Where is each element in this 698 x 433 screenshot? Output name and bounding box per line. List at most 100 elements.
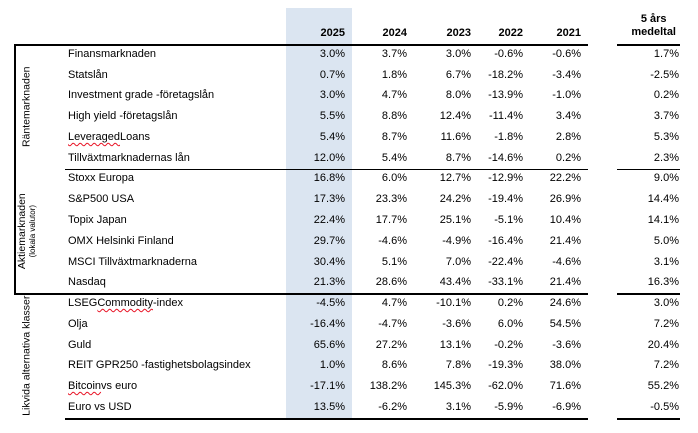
row-label: Olja	[68, 317, 88, 330]
cell-2023: 8.7%	[445, 151, 471, 164]
cell-2022: -1.8%	[494, 130, 523, 143]
cell-avg: 3.1%	[653, 255, 679, 268]
cell-2022: -18.2%	[488, 68, 523, 81]
row-label: Euro vs USD	[68, 400, 132, 413]
cell-2022: -0.2%	[494, 338, 523, 351]
cell-2022: -12.9%	[488, 172, 523, 185]
left-vertical-rule	[14, 44, 16, 295]
group1-rule-main	[65, 168, 588, 171]
cell-2024: 27.2%	[375, 338, 407, 351]
cell-2025: 12.0%	[313, 151, 345, 164]
cell-avg: 14.4%	[647, 193, 679, 206]
label-col-spacer	[40, 0, 286, 44]
cell-2024: 23.3%	[375, 193, 407, 206]
cell-2021: 3.4%	[555, 110, 581, 123]
group-label-main: Aktiemarknaden	[15, 192, 28, 269]
cell-2023: 24.2%	[439, 193, 471, 206]
cell-2023: 13.1%	[439, 338, 471, 351]
group-label-text: Aktiemarknaden (lokala valutor)	[15, 192, 37, 269]
group2-rule-avg	[617, 293, 680, 295]
cell-avg: 14.1%	[647, 214, 679, 226]
row-label: Leveraged Loans	[40, 127, 286, 148]
cell-2024: 5.4%	[381, 151, 407, 164]
cell-2022: -16.4%	[488, 234, 523, 247]
year-header-2023: 2023	[446, 27, 471, 39]
cell-2025: 29.7%	[313, 234, 345, 247]
group-label-text: Räntemarknaden	[20, 66, 33, 147]
row-label: Tillväxtmarknadernas lån	[68, 151, 190, 164]
cell-2024: 3.7%	[381, 47, 407, 60]
returns-table: 2025 2024 2023 2022 2021 5 års medeltal …	[14, 0, 686, 418]
row-label: High yield -företagslån	[68, 110, 178, 123]
cell-2023: 6.7%	[445, 68, 471, 81]
cell-2021: 21.4%	[549, 276, 581, 289]
cell-2021: -3.4%	[552, 68, 581, 81]
cell-avg: 16.3%	[647, 276, 679, 289]
misspelled-word: Leveraged	[68, 130, 120, 143]
cell-2023: 3.1%	[445, 400, 471, 413]
cell-2022: -62.0%	[488, 380, 523, 393]
cell-2024: 4.7%	[381, 297, 407, 310]
corner-spacer	[14, 0, 40, 44]
cell-2025: 1.0%	[319, 359, 345, 372]
cell-2025: 17.3%	[313, 193, 345, 206]
cell-2025: 22.4%	[313, 214, 345, 226]
cell-2021: 21.4%	[549, 234, 581, 247]
cell-2021: -3.6%	[552, 338, 581, 351]
year-header-2022: 2022	[498, 27, 523, 39]
avg-header-line1: 5 års	[640, 13, 667, 26]
cell-2024: -6.2%	[378, 400, 407, 413]
cell-2025: 3.0%	[319, 47, 345, 60]
group2-rule-main	[14, 293, 588, 295]
cell-2021: 26.9%	[549, 193, 581, 206]
group-label-likvida-alternativa: Likvida alternativa klasser	[14, 293, 40, 418]
cell-avg: 7.2%	[653, 317, 679, 330]
cell-2023: -10.1%	[436, 297, 471, 310]
cell-2024: 8.6%	[381, 359, 407, 372]
bottom-rule-main	[65, 418, 588, 420]
cell-2025: 5.5%	[319, 110, 345, 123]
row-label: Stoxx Europa	[68, 172, 135, 185]
cell-2022: -19.3%	[488, 359, 523, 372]
cell-2021: 2.8%	[555, 130, 581, 143]
cell-2021: 10.4%	[549, 214, 581, 226]
cell-avg: 5.0%	[653, 234, 679, 247]
highlight-column-2025	[286, 8, 352, 419]
cell-2024: 4.7%	[381, 89, 407, 102]
row-label: Topix Japan	[68, 214, 127, 226]
cell-2022: -19.4%	[488, 193, 523, 206]
cell-2024: -4.6%	[378, 234, 407, 247]
row-label-rest: Loans	[120, 130, 150, 143]
cell-2024: -4.7%	[378, 317, 407, 330]
cell-2025: -17.1%	[310, 380, 345, 393]
cell-2022: 0.2%	[497, 297, 523, 310]
cell-2021: 24.6%	[549, 297, 581, 310]
group-label-text: Likvida alternativa klasser	[20, 295, 33, 416]
cell-avg: 5.3%	[653, 130, 679, 143]
row-label: S&P500 USA	[68, 193, 135, 206]
group-label-rantemarknaden: Räntemarknaden	[14, 44, 40, 169]
cell-2021: -4.6%	[552, 255, 581, 268]
cell-2022: -0.6%	[494, 47, 523, 60]
cell-2021: -1.0%	[552, 89, 581, 102]
cell-2023: 12.7%	[439, 172, 471, 185]
cell-avg: 0.2%	[653, 89, 679, 102]
cell-avg: 1.7%	[653, 47, 679, 60]
cell-2023: -3.6%	[442, 317, 471, 330]
cell-2024: 17.7%	[375, 214, 407, 226]
cell-2022: 6.0%	[497, 317, 523, 330]
misspelled-word: Bitcoin	[68, 380, 102, 393]
cell-2022: -33.1%	[488, 276, 523, 289]
cell-avg: 55.2%	[647, 380, 679, 393]
cell-2025: -16.4%	[310, 317, 345, 330]
cell-2021: 38.0%	[549, 359, 581, 372]
cell-2021: -0.6%	[552, 47, 581, 60]
cell-2024: 6.0%	[381, 172, 407, 185]
year-header-2025: 2025	[320, 27, 345, 39]
cell-2022: -11.4%	[488, 110, 523, 123]
cell-2024: 8.7%	[381, 130, 407, 143]
bottom-rule-avg	[617, 418, 680, 420]
cell-2025: 21.3%	[313, 276, 345, 289]
cell-2024: 5.1%	[381, 255, 407, 268]
